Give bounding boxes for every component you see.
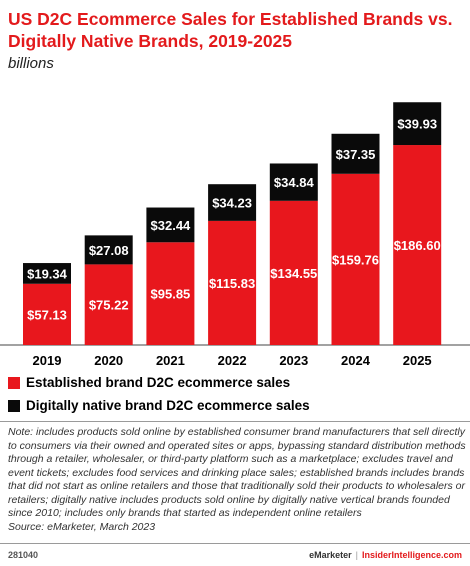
bar-native-2021 [146,207,195,243]
chart-source: Source: eMarketer, March 2023 [8,521,156,533]
brand-insiderintelligence-link[interactable]: InsiderIntelligence.com [361,550,462,560]
legend-item-native: Digitally native brand D2C ecommerce sal… [8,398,310,413]
legend-label-native: Digitally native brand D2C ecommerce sal… [26,398,310,413]
legend-item-established: Established brand D2C ecommerce sales [8,375,290,390]
chart-subtitle: billions [8,55,54,72]
bar-established-2020 [84,264,133,345]
data-label-established-2019: $57.13 [27,307,67,322]
legend-label-established: Established brand D2C ecommerce sales [26,375,291,390]
brand-separator: | [355,550,358,560]
x-tick-label-2023: 2023 [279,353,308,368]
data-label-established-2025: $186.60 [394,238,441,253]
data-label-established-2023: $134.55 [270,266,317,281]
bar-native-2020 [84,235,133,265]
x-tick-label-2020: 2020 [94,353,123,368]
bar-established-2022 [208,220,257,345]
bar-established-2019 [23,283,71,345]
legend-swatch-native [8,399,20,412]
data-label-established-2021: $95.85 [151,287,191,302]
x-tick-label-2024: 2024 [341,353,371,368]
chart-title: US D2C Ecommerce Sales for Established B… [8,9,453,51]
data-label-established-2024: $159.76 [332,252,379,267]
stacked-bar-chart: $57.13 $19.34 2019 $75.22 $27.08 2020 $95.85 $3… [0,102,470,368]
data-label-native-2025: $39.93 [397,117,437,132]
footer-brand: eMarketer | InsiderIntelligence.com [309,550,462,560]
x-tick-label-2019: 2019 [33,353,62,368]
divider [0,421,470,422]
data-label-native-2020: $27.08 [89,243,129,258]
data-label-native-2021: $32.44 [151,218,192,233]
x-tick-label-2025: 2025 [403,353,432,368]
data-label-native-2022: $34.23 [212,196,252,211]
data-label-established-2022: $115.83 [209,276,255,291]
bar-native-2023 [269,163,318,201]
chart-note: Note: includes products sold online by e… [8,426,466,519]
data-label-native-2023: $34.84 [274,175,315,190]
brand-emarketer: eMarketer [309,550,352,560]
x-tick-label-2022: 2022 [218,353,247,368]
bar-established-2023 [269,200,318,345]
data-label-established-2020: $75.22 [89,298,129,313]
chart-id: 281040 [8,550,39,560]
bar-native-2019 [23,263,71,284]
bar-established-2021 [146,242,195,345]
footer: 281040 eMarketer | InsiderIntelligence.com [0,543,470,566]
bar-native-2024 [331,133,380,174]
bar-native-2025 [393,102,442,146]
data-label-native-2024: $37.35 [336,147,376,162]
bar-native-2022 [208,184,257,221]
x-tick-label-2021: 2021 [156,353,185,368]
legend-swatch-established [8,376,20,389]
bar-established-2024 [331,173,380,345]
bar-established-2025 [393,145,442,345]
data-label-native-2019: $19.34 [27,266,68,281]
